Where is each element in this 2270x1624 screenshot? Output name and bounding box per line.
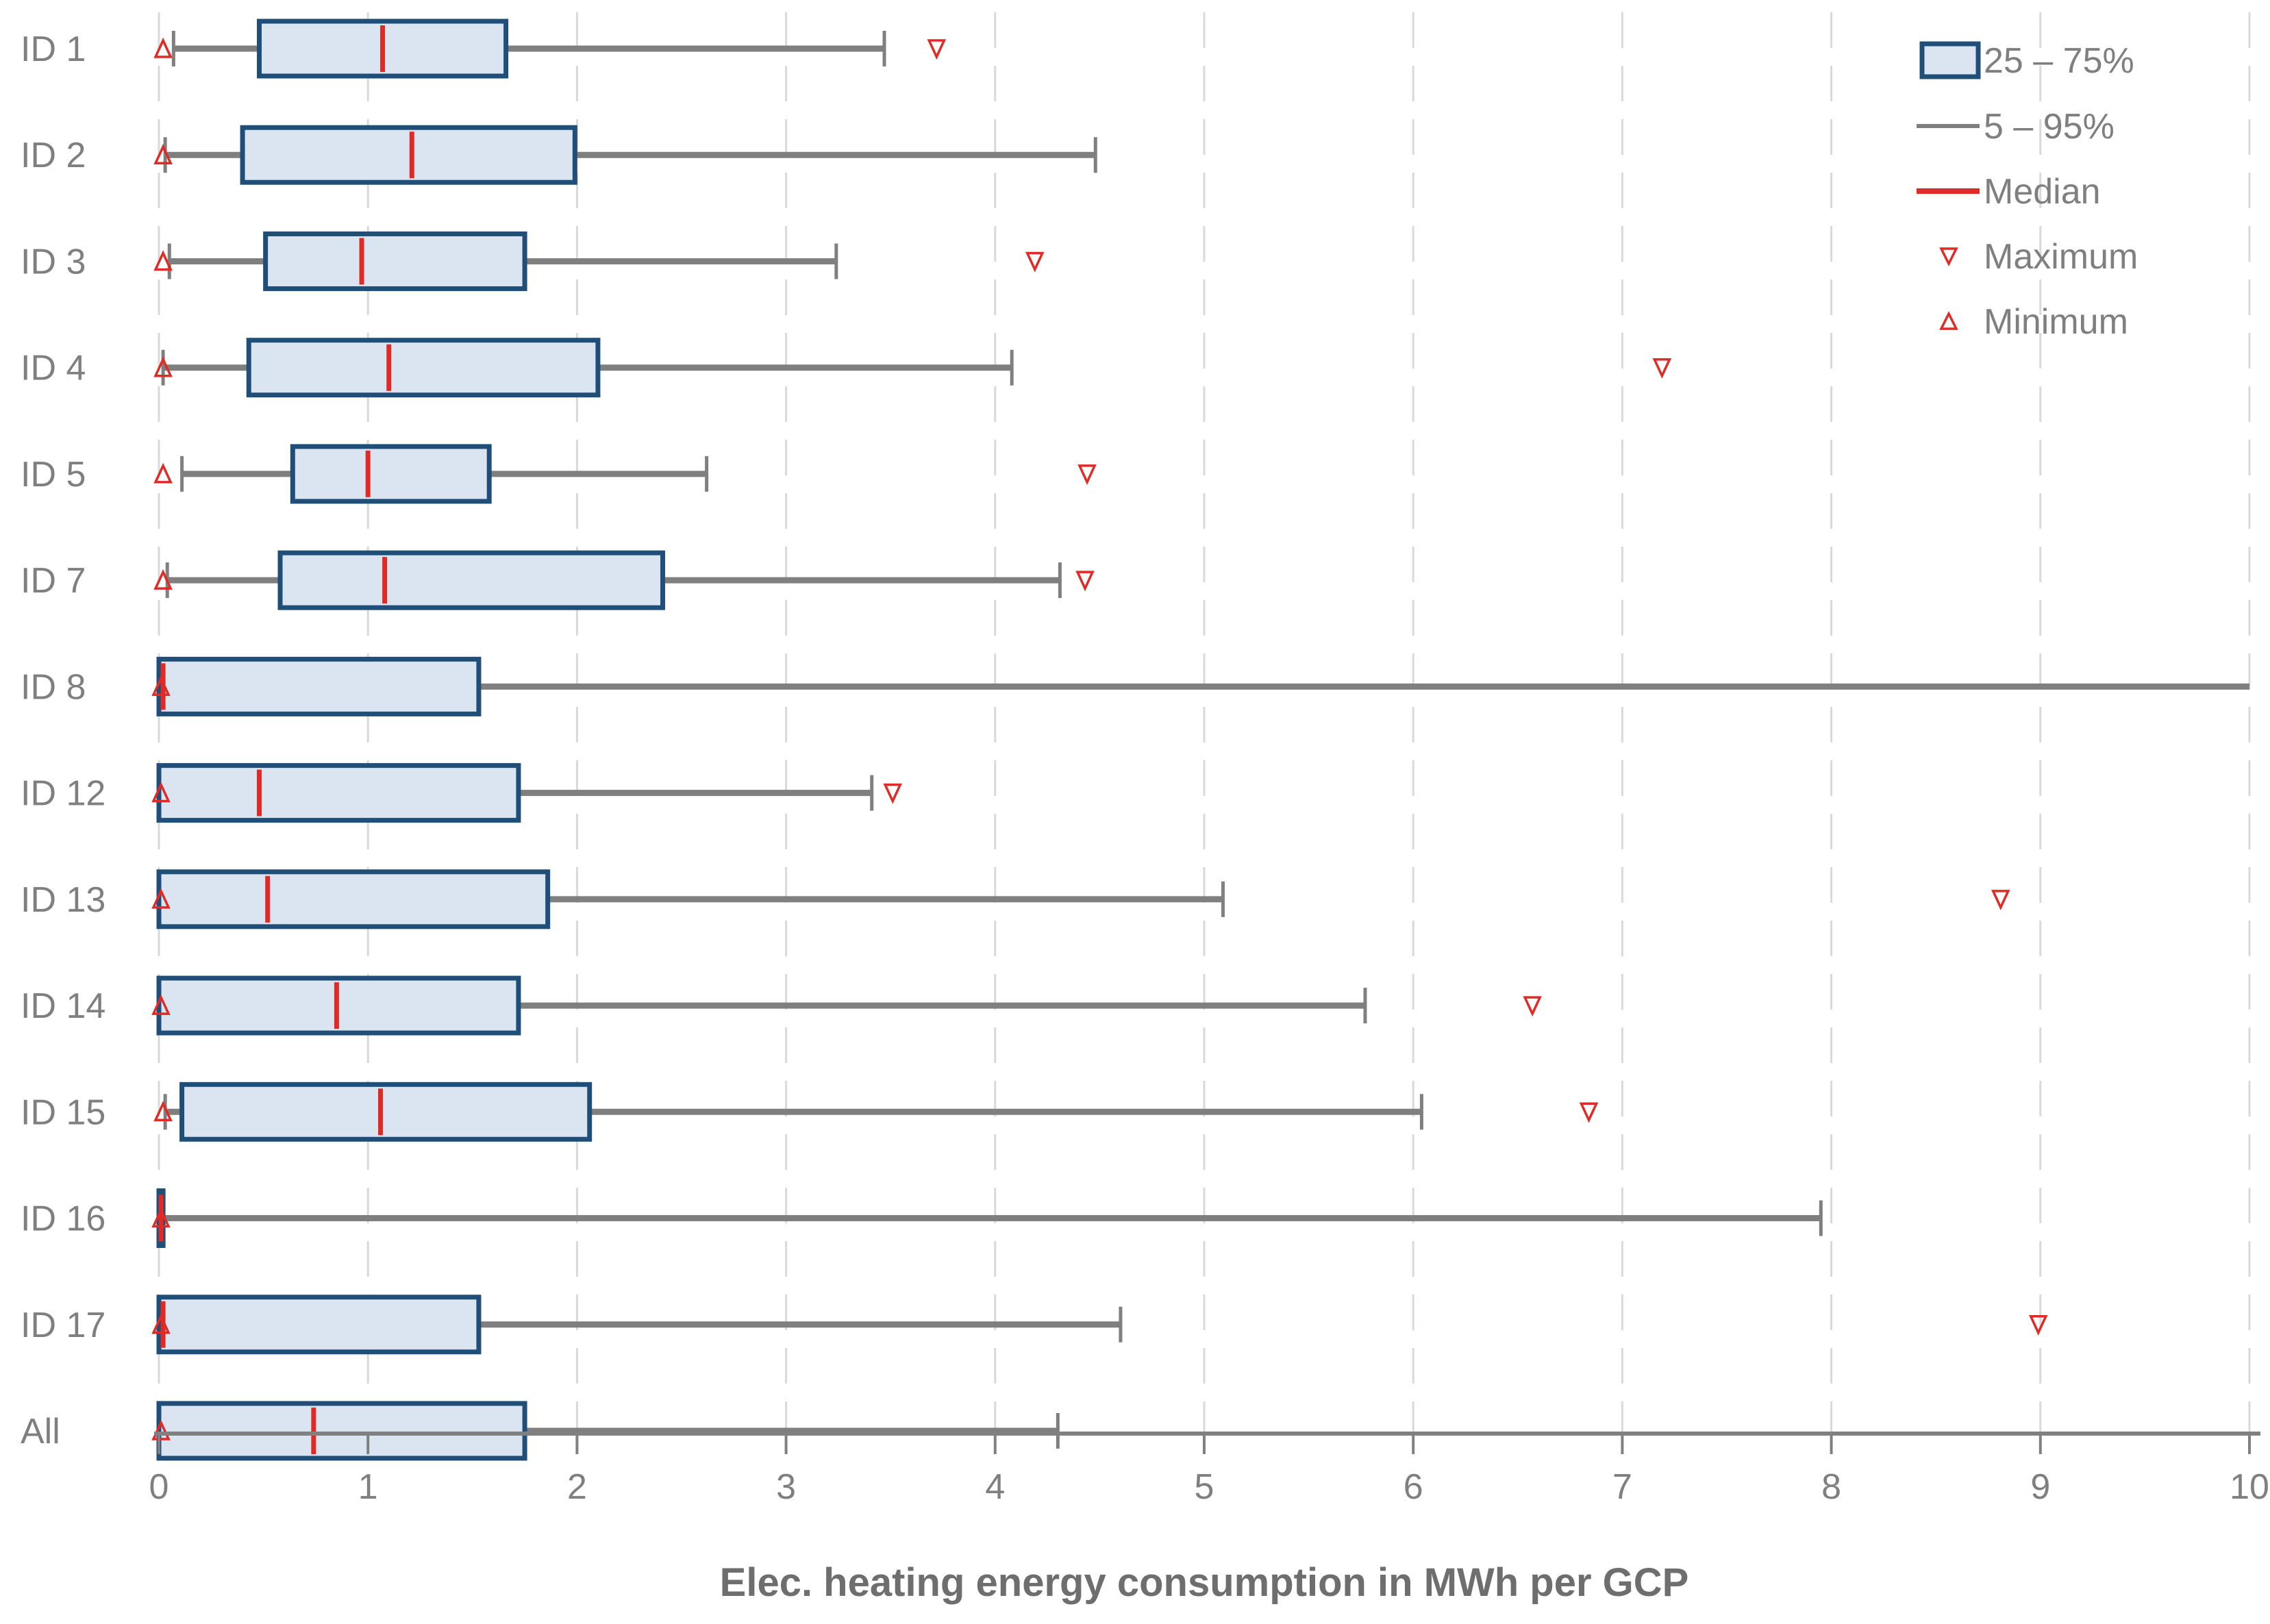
maximum-marker-id-3 xyxy=(1025,251,1045,273)
boxplot-row-id-8: ID 8 xyxy=(21,656,2249,716)
boxplot-row-id-1: ID 1 xyxy=(21,18,947,79)
x-tick-label-8: 8 xyxy=(1821,1467,1841,1507)
boxplot-row-all: All xyxy=(21,1401,1060,1461)
minimum-marker-id-15 xyxy=(153,1101,173,1122)
row-label-id-17: ID 17 xyxy=(21,1306,105,1345)
row-label-id-12: ID 12 xyxy=(21,774,105,814)
rows-layer: ID 1 ID 2 ID 3 ID 4 ID 5 ID 7 ID 8 ID 12 ID 13 ID… xyxy=(21,18,2249,1461)
row-label-id-15: ID 15 xyxy=(21,1092,105,1132)
iqr-box-id-3 xyxy=(263,231,527,291)
x-tick-label-0: 0 xyxy=(149,1467,169,1507)
row-label-id-7: ID 7 xyxy=(21,561,86,601)
x-tick-label-6: 6 xyxy=(1404,1467,1423,1507)
x-tick-label-2: 2 xyxy=(567,1467,587,1507)
iqr-box-id-15 xyxy=(179,1082,593,1142)
iqr-box-id-2 xyxy=(240,125,577,185)
boxplot-row-id-5: ID 5 xyxy=(21,444,1097,504)
minimum-marker-id-7 xyxy=(153,569,173,590)
row-label-id-13: ID 13 xyxy=(21,880,105,920)
minimum-marker-id-5 xyxy=(153,462,173,484)
x-tick-label-3: 3 xyxy=(776,1467,796,1507)
row-label-id-4: ID 4 xyxy=(21,349,86,388)
boxplot-row-id-3: ID 3 xyxy=(21,231,1045,291)
minimum-marker-id-4 xyxy=(153,356,173,377)
row-label-id-3: ID 3 xyxy=(21,242,86,282)
boxplot-row-id-15: ID 15 xyxy=(21,1082,1599,1142)
row-label-id-8: ID 8 xyxy=(21,667,86,707)
row-label-id-14: ID 14 xyxy=(21,986,105,1026)
legend: 25 – 75% 5 – 95% Median Maximum Minimum xyxy=(1917,41,2138,342)
x-axis: 0 1 2 3 4 5 6 7 8 9 10 xyxy=(149,1432,2269,1507)
minimum-marker-id-17 xyxy=(151,1313,171,1334)
iqr-box-id-7 xyxy=(277,550,666,610)
maximum-marker-id-13 xyxy=(1991,890,2010,911)
row-label-id-5: ID 5 xyxy=(21,455,86,495)
legend-label: 25 – 75% xyxy=(1984,41,2134,81)
iqr-box-id-4 xyxy=(246,338,601,398)
legend-item-triangle-up: Minimum xyxy=(1939,302,2128,342)
x-tick-label-4: 4 xyxy=(985,1467,1005,1507)
x-tick-label-9: 9 xyxy=(2030,1467,2050,1507)
maximum-marker-id-12 xyxy=(883,783,903,804)
iqr-box-id-13 xyxy=(156,869,551,929)
maximum-marker-id-4 xyxy=(1652,358,1672,379)
maximum-marker-id-1 xyxy=(927,39,947,60)
legend-label: Minimum xyxy=(1984,302,2128,342)
minimum-marker-id-14 xyxy=(151,994,171,1015)
row-label-id-1: ID 1 xyxy=(21,29,86,69)
minimum-marker-all xyxy=(151,1419,171,1440)
legend-label: Maximum xyxy=(1984,237,2138,277)
iqr-box-id-17 xyxy=(156,1295,482,1355)
boxplot-row-id-17: ID 17 xyxy=(21,1295,2048,1355)
boxplot-row-id-12: ID 12 xyxy=(21,763,903,823)
legend-minimum-icon xyxy=(1939,311,1958,330)
minimum-marker-id-8 xyxy=(151,675,171,697)
legend-box-swatch xyxy=(1919,41,1981,79)
boxplot-row-id-2: ID 2 xyxy=(21,125,1097,185)
iqr-box-id-5 xyxy=(290,444,492,504)
boxplot-row-id-16: ID 16 xyxy=(21,1188,1823,1249)
minimum-marker-id-16 xyxy=(151,1207,171,1228)
x-tick-label-7: 7 xyxy=(1612,1467,1632,1507)
x-tick-label-10: 10 xyxy=(2230,1467,2269,1507)
legend-label: Median xyxy=(1984,172,2101,212)
minimum-marker-id-12 xyxy=(151,782,171,803)
iqr-box-id-8 xyxy=(156,656,482,716)
x-tick-label-1: 1 xyxy=(358,1467,378,1507)
maximum-marker-id-14 xyxy=(1523,996,1542,1017)
legend-label: 5 – 95% xyxy=(1984,107,2115,147)
boxplot-row-id-4: ID 4 xyxy=(21,338,1672,398)
maximum-marker-id-15 xyxy=(1579,1102,1599,1123)
row-label-all: All xyxy=(21,1412,60,1451)
boxplot-row-id-7: ID 7 xyxy=(21,550,1095,610)
legend-item-line: 5 – 95% xyxy=(1917,107,2115,147)
maximum-marker-id-7 xyxy=(1075,571,1095,592)
row-label-id-16: ID 16 xyxy=(21,1199,105,1239)
legend-item-triangle-down: Maximum xyxy=(1939,237,2138,277)
minimum-marker-id-13 xyxy=(151,888,171,909)
boxplot-row-id-13: ID 13 xyxy=(21,869,2010,929)
iqr-box-id-12 xyxy=(156,763,521,823)
maximum-marker-id-5 xyxy=(1077,464,1097,486)
boxplot-row-id-14: ID 14 xyxy=(21,975,1542,1036)
legend-maximum-icon xyxy=(1939,247,1958,266)
x-tick-label-5: 5 xyxy=(1195,1467,1214,1507)
legend-item-median-line: Median xyxy=(1917,172,2101,212)
x-axis-title: Elec. heating energy consumption in MWh … xyxy=(720,1560,1689,1605)
minimum-marker-id-3 xyxy=(153,250,173,271)
maximum-marker-id-17 xyxy=(2028,1315,2048,1336)
legend-item-box: 25 – 75% xyxy=(1919,41,2134,81)
minimum-marker-id-2 xyxy=(153,144,173,164)
minimum-marker-id-1 xyxy=(153,37,173,58)
iqr-box-all xyxy=(156,1401,527,1461)
row-label-id-2: ID 2 xyxy=(21,136,86,175)
